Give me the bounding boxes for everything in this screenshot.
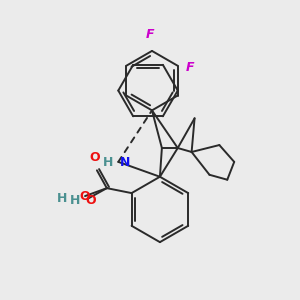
Text: O: O <box>80 190 90 202</box>
Text: F: F <box>146 28 154 41</box>
Text: F: F <box>186 61 194 74</box>
Text: H: H <box>70 194 80 206</box>
Text: O: O <box>90 152 100 164</box>
Text: H: H <box>57 192 67 205</box>
Text: O: O <box>85 194 96 206</box>
Text: N: N <box>120 156 131 170</box>
Text: H: H <box>103 156 114 170</box>
